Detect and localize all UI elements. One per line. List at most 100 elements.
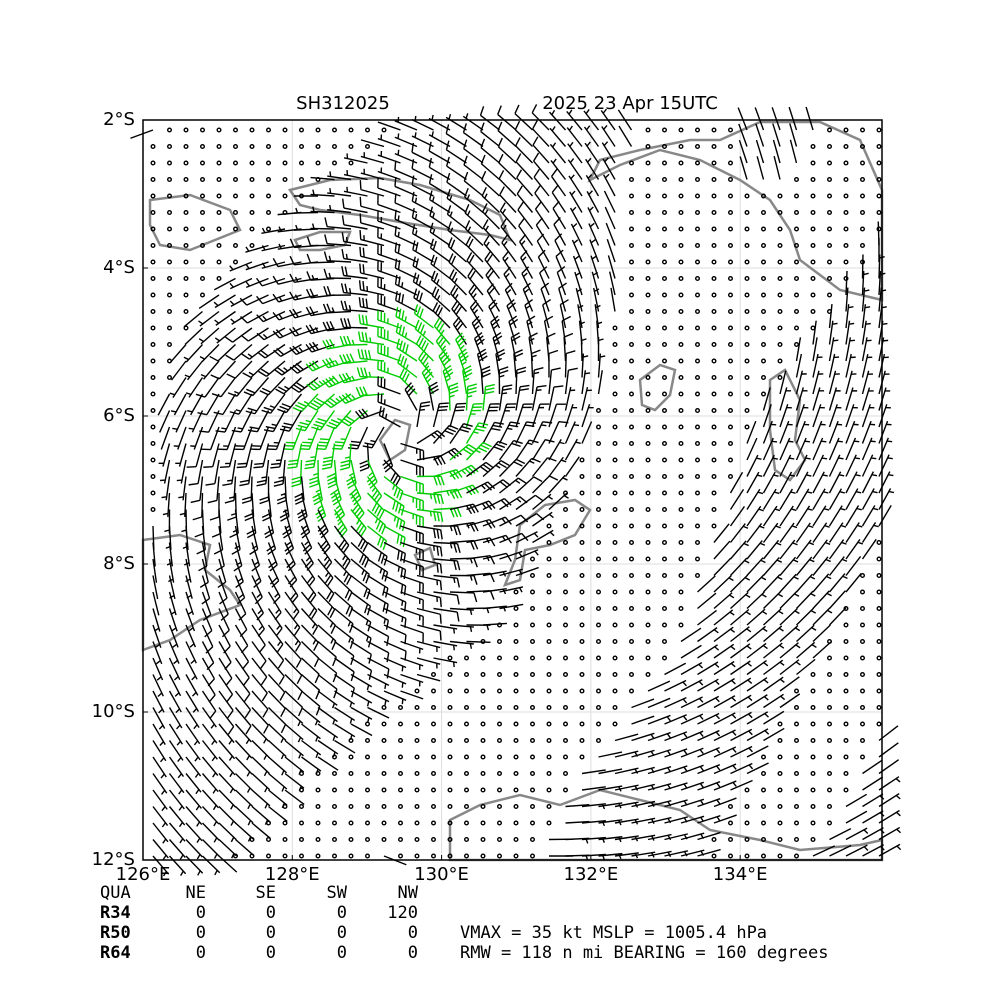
calm-dot — [794, 738, 800, 744]
wind-barb — [812, 522, 830, 543]
calm-dot — [596, 721, 602, 727]
wind-barb — [168, 707, 183, 730]
calm-dot — [794, 193, 800, 199]
calm-dot — [612, 424, 618, 430]
wind-barb — [185, 377, 204, 398]
wind-barb — [531, 384, 547, 411]
wind-barb — [746, 557, 766, 576]
calm-dot — [794, 771, 800, 777]
calm-dot — [761, 820, 767, 826]
wind-barb — [433, 525, 462, 536]
wind-barb — [738, 123, 748, 147]
calm-dot — [695, 276, 701, 282]
wind-barb — [367, 706, 390, 719]
wind-barb — [564, 438, 581, 461]
calm-dot — [150, 292, 156, 298]
wind-barb — [199, 558, 209, 588]
wind-barb — [411, 224, 434, 247]
wind-barb — [564, 403, 578, 428]
wind-barb — [326, 459, 338, 489]
wind-barb — [845, 437, 860, 461]
wind-barb — [561, 315, 571, 345]
wind-barb — [259, 377, 286, 396]
wind-barb — [267, 542, 278, 572]
wind-barb — [762, 404, 772, 428]
y-tick-label: 10°S — [92, 701, 135, 722]
calm-dot — [662, 523, 668, 529]
calm-dot — [497, 771, 503, 777]
calm-dot — [777, 209, 783, 215]
wind-barb — [350, 591, 372, 616]
wind-barb — [779, 539, 798, 560]
calm-dot — [398, 787, 404, 793]
wind-barb — [531, 104, 550, 131]
wind-barb — [828, 556, 848, 576]
wind-barb — [267, 624, 284, 653]
calm-dot — [810, 176, 816, 182]
wind-barb — [580, 336, 587, 362]
wind-barb — [400, 475, 424, 494]
calm-dot — [744, 853, 750, 859]
calm-dot — [365, 771, 371, 777]
calm-dot — [794, 721, 800, 727]
x-tick-label: 132°E — [564, 864, 619, 885]
calm-dot — [150, 507, 156, 513]
wind-barb — [746, 728, 770, 742]
calm-dot — [662, 441, 668, 447]
wind-barb — [845, 304, 854, 329]
wind-barb — [451, 300, 468, 329]
wind-barb — [647, 714, 671, 725]
calm-dot — [150, 457, 156, 463]
wind-barb — [697, 848, 721, 857]
wind-barb — [377, 195, 401, 214]
calm-dot — [810, 276, 816, 282]
wind-barb — [449, 464, 479, 478]
wind-barb — [762, 505, 781, 527]
wind-barb — [746, 642, 768, 659]
wind-barb — [383, 459, 401, 487]
wind-barb — [218, 575, 228, 605]
wind-barb — [779, 625, 801, 643]
calm-dot — [282, 176, 288, 182]
calm-dot — [282, 143, 288, 149]
wind-barb — [466, 590, 495, 600]
wind-barb — [152, 707, 166, 730]
wind-barb — [567, 158, 583, 180]
wind-barb — [861, 337, 872, 362]
wind-barb — [416, 558, 443, 574]
wind-barb — [195, 377, 220, 398]
wind-barb — [729, 540, 749, 560]
wind-barb — [152, 806, 169, 828]
wind-barb — [466, 481, 496, 494]
calm-dot — [678, 127, 684, 133]
wind-barb — [567, 141, 583, 164]
wind-barb — [861, 437, 876, 461]
calm-dot — [596, 507, 602, 513]
wind-barb — [795, 454, 811, 477]
wind-barb — [411, 159, 434, 181]
wind-barb — [317, 673, 338, 699]
calm-dot — [579, 540, 585, 546]
wind-barb — [317, 706, 338, 725]
wind-barb — [861, 505, 879, 527]
wind-barb — [581, 769, 606, 775]
calm-dot — [744, 226, 750, 232]
calm-dot — [513, 771, 519, 777]
calm-dot — [183, 143, 189, 149]
wind-barb — [251, 575, 263, 605]
wind-barb — [185, 624, 197, 648]
wind-barb — [521, 266, 534, 296]
wind-barb — [299, 426, 319, 451]
wind-barb — [531, 421, 553, 444]
wind-barb — [763, 727, 785, 742]
wind-barb — [465, 383, 478, 411]
wind-barb — [152, 723, 166, 746]
wind-barb — [812, 590, 832, 609]
calm-dot — [810, 242, 816, 248]
wind-barb — [598, 768, 623, 775]
calm-dot — [876, 606, 882, 612]
calm-dot — [810, 292, 816, 298]
wind-barb — [861, 488, 878, 510]
calm-dot — [662, 193, 668, 199]
calm-dot — [827, 127, 833, 133]
